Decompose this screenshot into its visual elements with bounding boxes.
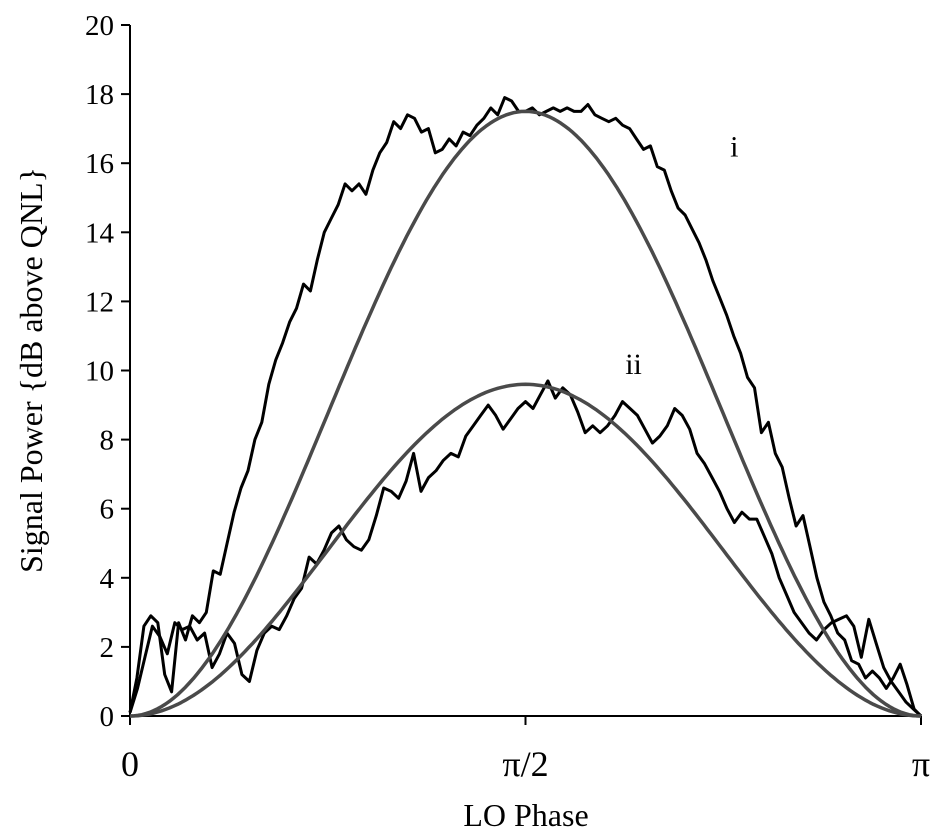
series-line-i-fit: [129, 109, 922, 718]
x-tick-label: π: [912, 744, 930, 784]
series-line-ii-fit: [129, 382, 922, 718]
x-axis-ticks: 0 π/2 π: [121, 716, 930, 784]
y-axis-title: Signal Power {dB above QNL}: [13, 167, 49, 573]
y-tick-label: 4: [100, 563, 115, 595]
y-tick-label: 16: [85, 148, 114, 180]
series-line-ii: [128, 379, 923, 718]
data-lines: [128, 96, 923, 718]
y-tick-label: 8: [100, 425, 115, 457]
y-tick-label: 12: [85, 286, 114, 318]
x-tick-label: π/2: [502, 744, 548, 784]
y-tick-label: 0: [100, 701, 115, 733]
y-tick-label: 2: [100, 632, 115, 664]
axes: [129, 25, 921, 717]
x-axis-title: LO Phase: [463, 797, 588, 833]
y-tick-label: 6: [100, 494, 115, 526]
y-tick-label: 10: [85, 356, 114, 388]
x-tick-label: 0: [121, 744, 139, 784]
y-tick-label: 14: [85, 217, 115, 249]
y-tick-label: 20: [85, 10, 114, 42]
y-axis-ticks: 0 2 4 6 8 10 12 14 16 18 20: [85, 10, 130, 733]
curve-label-ii: ii: [625, 348, 642, 381]
curve-label-i: i: [730, 130, 738, 163]
y-tick-label: 18: [85, 79, 114, 111]
curve-annotations: iii: [625, 130, 738, 381]
